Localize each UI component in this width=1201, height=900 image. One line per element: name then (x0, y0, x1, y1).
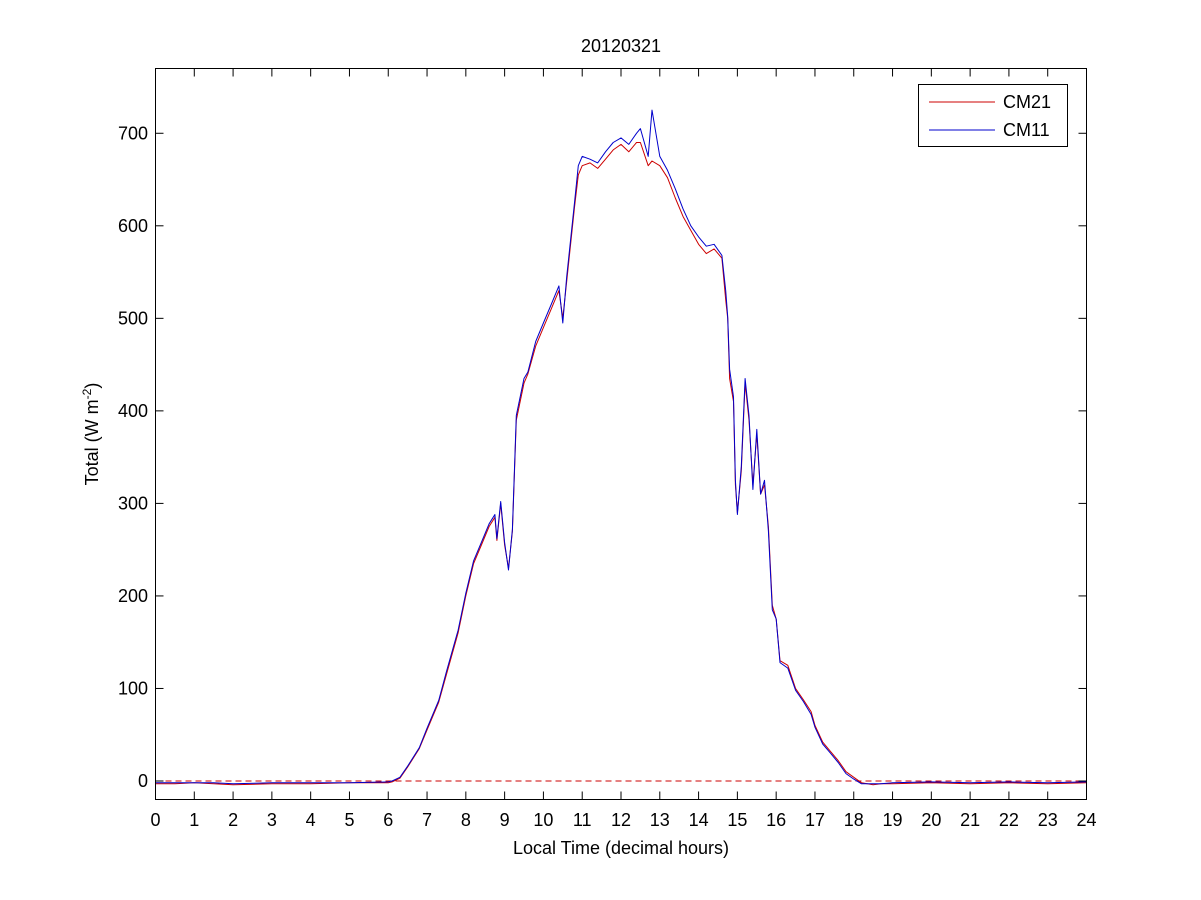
x-tick-label: 6 (383, 810, 393, 830)
plot-area (155, 68, 1087, 800)
legend-box (918, 84, 1068, 147)
x-tick-label: 21 (960, 810, 980, 830)
x-tick-label: 9 (500, 810, 510, 830)
series-line-cm11 (155, 109, 1087, 785)
x-tick-label: 1 (189, 810, 199, 830)
series-line-cm21 (155, 142, 1087, 786)
x-tick-label: 0 (150, 810, 160, 830)
y-tick-label: 700 (118, 123, 148, 143)
y-axis-label-superscript: -2 (80, 388, 94, 399)
x-tick-label: 19 (883, 810, 903, 830)
y-tick-label: 600 (118, 216, 148, 236)
axes-layer: 0 1 2 3 4 5 6 7 8 9 10 11 12 13 14 15 16 17 18 19 20 21 22 23 24… (118, 68, 1097, 830)
x-tick-label: 4 (306, 810, 316, 830)
x-tick-label: 3 (267, 810, 277, 830)
x-axis-label: Local Time (decimal hours) (513, 838, 729, 858)
x-tick-label: 8 (461, 810, 471, 830)
legend-label-cm21: CM21 (1003, 92, 1051, 112)
x-tick-label: 24 (1076, 810, 1096, 830)
legend-label-cm11: CM11 (1003, 120, 1050, 140)
y-tick-label: 500 (118, 308, 148, 328)
y-tick-label: 300 (118, 493, 148, 513)
x-tick-label: 15 (727, 810, 747, 830)
y-tick-label: 200 (118, 586, 148, 606)
x-tick-label: 23 (1038, 810, 1058, 830)
y-tick-label: 0 (138, 771, 148, 791)
x-tick-label: 20 (921, 810, 941, 830)
x-tick-label: 13 (650, 810, 670, 830)
chart-title: 20120321 (581, 36, 661, 56)
series-layer (155, 109, 1087, 786)
y-axis-label-close: ) (82, 383, 102, 389)
x-tick-label: 12 (611, 810, 631, 830)
legend: CM21 CM11 (918, 84, 1068, 147)
x-tick-label: 22 (999, 810, 1019, 830)
x-tick-label: 11 (573, 810, 592, 830)
x-tick-label: 10 (533, 810, 553, 830)
x-tick-label: 5 (344, 810, 354, 830)
x-tick-label: 2 (228, 810, 238, 830)
x-tick-label: 16 (766, 810, 786, 830)
x-tick-label: 7 (422, 810, 432, 830)
x-tick-label: 14 (689, 810, 709, 830)
x-tick-label: 17 (805, 810, 825, 830)
y-tick-label: 100 (118, 678, 148, 698)
y-tick-label: 400 (118, 401, 148, 421)
y-axis-label-main: Total (W m (82, 399, 102, 485)
y-axis-label: Total (W m-2) (80, 383, 102, 486)
x-tick-label: 18 (844, 810, 864, 830)
